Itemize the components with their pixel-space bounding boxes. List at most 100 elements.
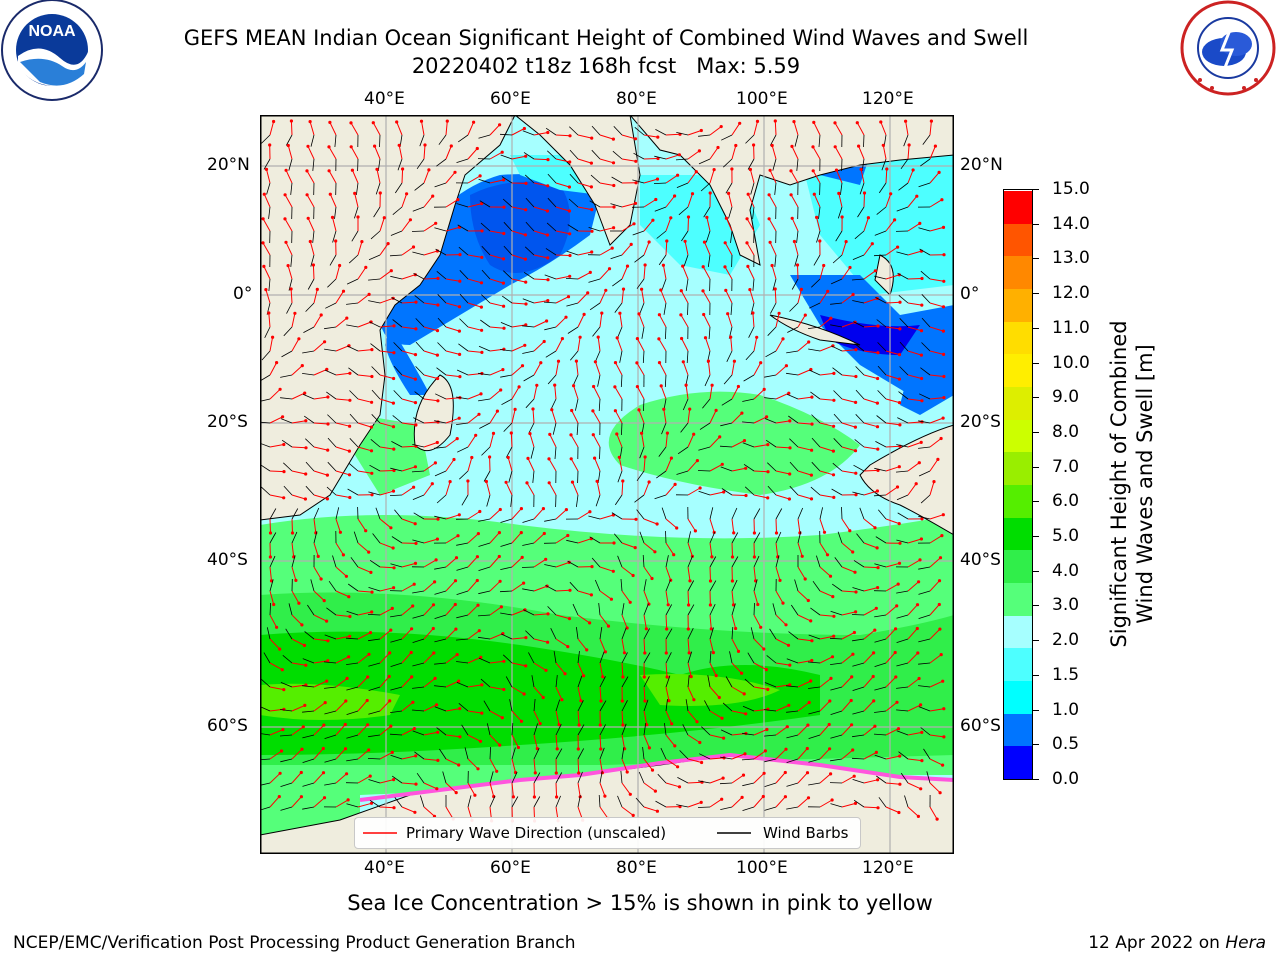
- wave-arrow-head: [669, 456, 673, 460]
- wave-arrow-head: [653, 789, 657, 793]
- wave-direction-legend-label: Primary Wave Direction (unscaled): [406, 824, 667, 842]
- wave-arrow-head: [326, 395, 330, 399]
- wind-barb: [589, 302, 601, 311]
- wave-arrow-head: [759, 625, 763, 629]
- wave-arrow-head: [389, 628, 393, 632]
- wave-arrow: [753, 686, 768, 690]
- wave-arrow-head: [637, 312, 641, 316]
- wind-barb: [500, 612, 513, 616]
- wave-arrow-head: [765, 727, 769, 732]
- wave-arrow-head: [870, 242, 874, 246]
- wind-barb: [544, 564, 557, 568]
- wind-barb: [656, 230, 667, 239]
- wave-arrow: [551, 409, 557, 424]
- wave-arrow-head: [347, 449, 351, 453]
- wave-arrow-head: [673, 744, 677, 748]
- wave-arrow: [929, 806, 938, 820]
- wave-arrow-head: [600, 311, 604, 315]
- wind-barb: [745, 134, 755, 144]
- wind-barb: [786, 393, 799, 400]
- wave-arrow-head: [457, 305, 462, 309]
- wave-arrow-head: [916, 814, 921, 819]
- wave-arrow-head: [286, 264, 290, 268]
- lat-tick-right: 20°N: [960, 155, 1003, 175]
- wave-arrow-head: [866, 216, 871, 220]
- wave-arrow-head: [348, 634, 352, 638]
- wave-arrow-head: [935, 817, 939, 821]
- wave-arrow: [812, 146, 821, 160]
- wave-arrow: [577, 614, 590, 624]
- wind-barb: [569, 126, 579, 136]
- wave-arrow-head: [875, 546, 879, 550]
- wind-barb: [291, 508, 299, 520]
- wave-arrow-head: [348, 424, 352, 428]
- wave-arrow-head: [911, 168, 915, 172]
- wave-arrow-head: [272, 602, 276, 607]
- wind-barb: [854, 439, 865, 448]
- wave-arrow-head: [299, 770, 303, 775]
- wave-arrow-head: [479, 392, 483, 396]
- wave-arrow: [797, 660, 812, 664]
- wind-barb: [525, 630, 535, 640]
- wind-barb: [852, 734, 865, 738]
- wave-arrow-head: [311, 263, 315, 267]
- wave-arrow-head: [755, 119, 760, 123]
- wave-arrow-head: [365, 698, 369, 703]
- wave-arrow-head: [872, 651, 876, 655]
- wave-arrow: [577, 206, 592, 211]
- wave-arrow-head: [681, 360, 685, 364]
- wind-barb: [753, 579, 758, 592]
- wind-barb: [764, 374, 777, 378]
- wave-arrow-head: [767, 193, 771, 197]
- wind-barb: [394, 797, 403, 808]
- wave-arrow-head: [454, 556, 459, 560]
- wave-arrow: [357, 267, 367, 280]
- wave-arrow-head: [325, 679, 329, 683]
- wind-barb: [500, 542, 513, 547]
- lon-tick-bottom: 40°E: [364, 858, 405, 878]
- wave-arrow-head: [569, 457, 573, 461]
- wave-arrow-head: [702, 240, 707, 244]
- wind-barb: [875, 297, 887, 304]
- wind-barb: [852, 587, 865, 592]
- wave-arrow: [797, 446, 812, 451]
- wind-barb: [621, 652, 628, 664]
- wave-arrow: [702, 290, 711, 304]
- wave-arrow: [510, 432, 513, 448]
- wave-arrow: [555, 535, 569, 544]
- wave-arrow-head: [712, 168, 716, 172]
- wave-arrow: [907, 628, 918, 640]
- wave-arrow-head: [369, 801, 374, 805]
- wave-arrow: [599, 590, 612, 600]
- wave-arrow: [445, 708, 460, 712]
- wind-barb: [522, 130, 535, 136]
- wave-arrow-head: [684, 383, 688, 387]
- wave-arrow-head: [765, 415, 769, 419]
- wave-arrow: [775, 365, 787, 376]
- wave-arrow: [863, 652, 874, 664]
- wave-arrow-head: [640, 431, 644, 435]
- wave-arrow: [379, 607, 393, 616]
- wind-barb: [459, 270, 469, 280]
- wave-arrow-head: [613, 409, 617, 413]
- wind-barb: [302, 373, 315, 376]
- wind-barb: [327, 461, 337, 472]
- wave-arrow: [907, 250, 922, 256]
- wind-barb: [412, 614, 425, 619]
- wave-arrow: [357, 470, 372, 474]
- wave-arrow-head: [783, 795, 788, 799]
- wind-barb: [389, 494, 403, 496]
- wave-arrow: [819, 398, 834, 401]
- wind-barb: [503, 270, 513, 280]
- wave-arrow: [775, 684, 790, 688]
- wave-arrow: [401, 398, 416, 404]
- wave-arrow: [357, 518, 367, 531]
- wave-arrow: [731, 145, 737, 160]
- wind-barb: [353, 531, 359, 544]
- wave-arrow: [724, 266, 733, 280]
- wave-arrow: [335, 799, 349, 808]
- wind-barb: [591, 557, 601, 568]
- wave-arrow-head: [523, 343, 527, 347]
- wave-arrow-head: [414, 541, 418, 545]
- wave-arrow-head: [453, 602, 457, 607]
